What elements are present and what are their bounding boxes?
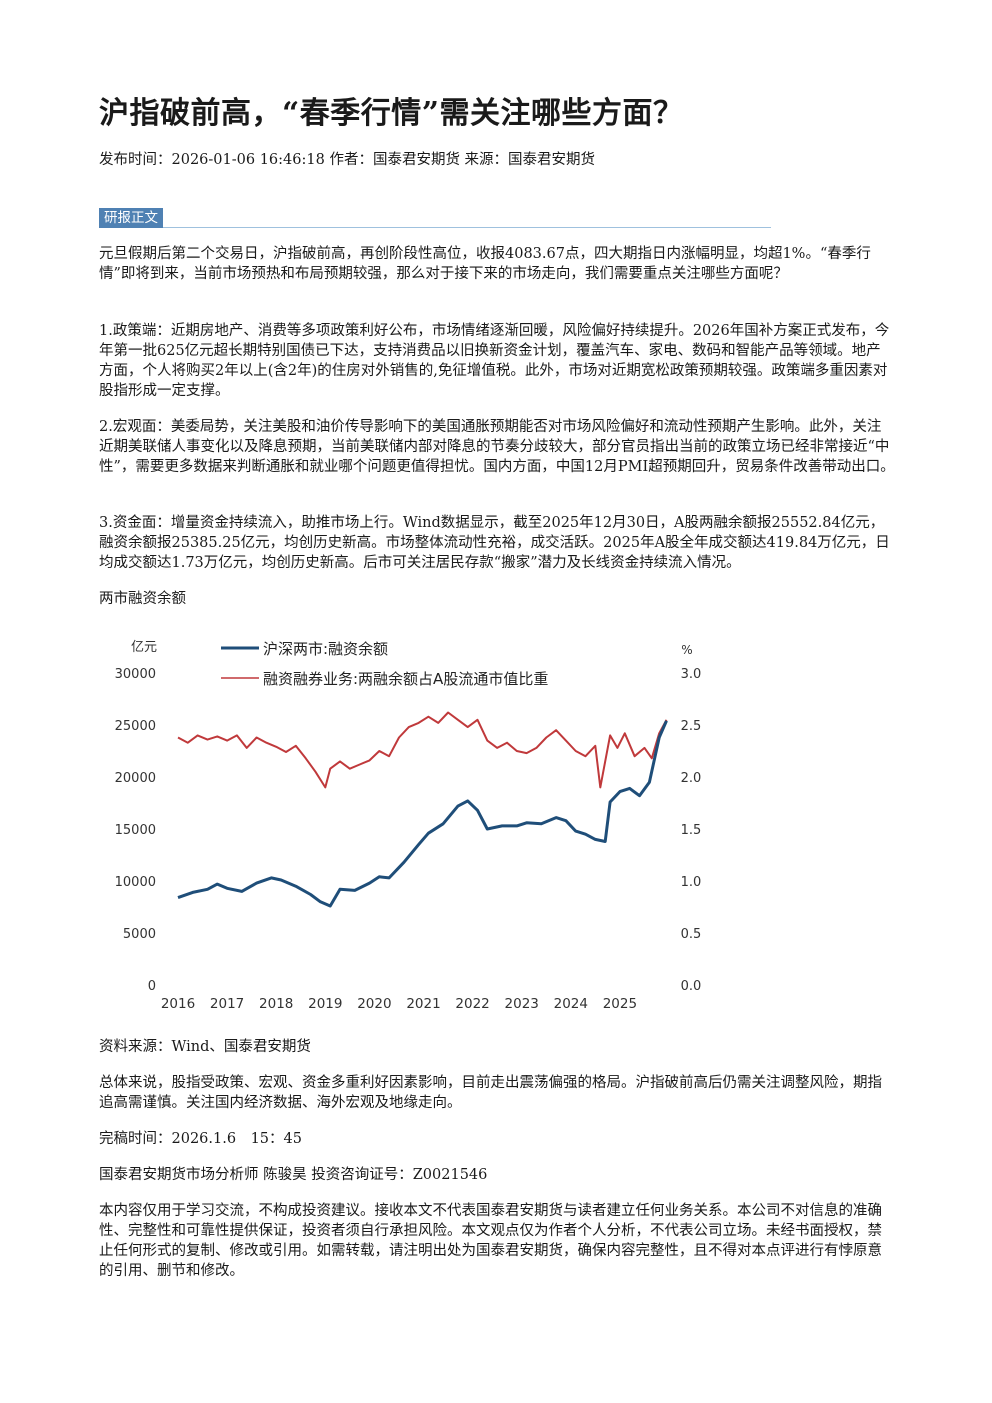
y-left-unit-label: 亿元 <box>131 640 157 655</box>
section-divider <box>99 227 771 228</box>
paragraph-policy: 1.政策端：近期房地产、消费等多项政策利好公布，市场情绪逐渐回暖，风险偏好持续提… <box>99 323 890 399</box>
x-tick-label: 2017 <box>210 996 244 1012</box>
y-right-tick-label: 2.5 <box>681 719 702 734</box>
completed-time: 完稿时间：2026.1.6 15：45 <box>99 1131 302 1147</box>
paragraph-macro: 2.宏观面：美委局势，关注美股和油价传导影响下的美国通胀预期能否对市场风险偏好和… <box>99 419 895 475</box>
y-left-tick-label: 25000 <box>115 719 156 734</box>
y-right-tick-label: 1.5 <box>681 823 702 838</box>
y-right-tick-label: 3.0 <box>681 667 702 682</box>
source-note: 资料来源：Wind、国泰君安期货 <box>99 1039 311 1055</box>
series-line-ratio <box>177 711 668 789</box>
x-tick-label: 2018 <box>259 996 293 1012</box>
legend-label: 融资融券业务:两融余额占A股流通市值比重 <box>263 670 548 688</box>
legend-label: 沪深两市:融资余额 <box>263 640 388 658</box>
y-left-tick-label: 10000 <box>115 875 156 890</box>
x-tick-label: 2022 <box>455 996 489 1012</box>
section-tag: 研报正文 <box>99 208 163 228</box>
paragraph-conclusion: 总体来说，股指受政策、宏观、资金多重利好因素影响，目前走出震荡偏强的格局。沪指破… <box>99 1075 882 1111</box>
x-tick-label: 2025 <box>603 996 637 1012</box>
y-left-tick-label: 15000 <box>115 823 156 838</box>
x-tick-label: 2023 <box>505 996 539 1012</box>
y-left-tick-label: 5000 <box>123 927 156 942</box>
chart-caption: 两市融资余额 <box>99 591 186 607</box>
x-tick-label: 2019 <box>308 996 342 1012</box>
x-tick-label: 2021 <box>406 996 440 1012</box>
margin-balance-chart: 亿元 % 0 5000 10000 15000 20000 25000 30000 0.0 0.5 1… <box>115 640 702 1012</box>
y-right-tick-label: 0.5 <box>681 927 702 942</box>
x-tick-label: 2016 <box>161 996 195 1012</box>
y-right-tick-label: 2.0 <box>681 771 702 786</box>
x-tick-label: 2020 <box>357 996 391 1012</box>
paragraph-intro: 元旦假期后第二个交易日，沪指破前高，再创阶段性高位，收报4083.67点，四大期… <box>99 246 871 282</box>
analyst-info: 国泰君安期货市场分析师 陈骏昊 投资咨询证号：Z0021546 <box>99 1167 488 1183</box>
y-left-tick-label: 0 <box>148 979 156 994</box>
y-right-tick-label: 1.0 <box>681 875 702 890</box>
y-right-tick-label: 0.0 <box>681 979 702 994</box>
x-tick-label: 2024 <box>554 996 588 1012</box>
y-right-unit-label: % <box>681 643 692 657</box>
y-left-tick-label: 20000 <box>115 771 156 786</box>
section-header: 研报正文 <box>99 208 771 228</box>
article-meta: 发布时间：2026-01-06 16:46:18 作者：国泰君安期货 来源：国泰… <box>99 152 596 168</box>
disclaimer: 本内容仅用于学习交流，不构成投资建议。接收本文不代表国泰君安期货与读者建立任何业… <box>99 1203 882 1279</box>
paragraph-funds: 3.资金面：增量资金持续流入，助推市场上行。Wind数据显示，截至2025年12… <box>99 515 890 571</box>
series-line-financing <box>177 720 668 908</box>
article-title: 沪指破前高，“春季行情”需关注哪些方面？ <box>99 96 684 131</box>
y-left-tick-label: 30000 <box>115 667 156 682</box>
